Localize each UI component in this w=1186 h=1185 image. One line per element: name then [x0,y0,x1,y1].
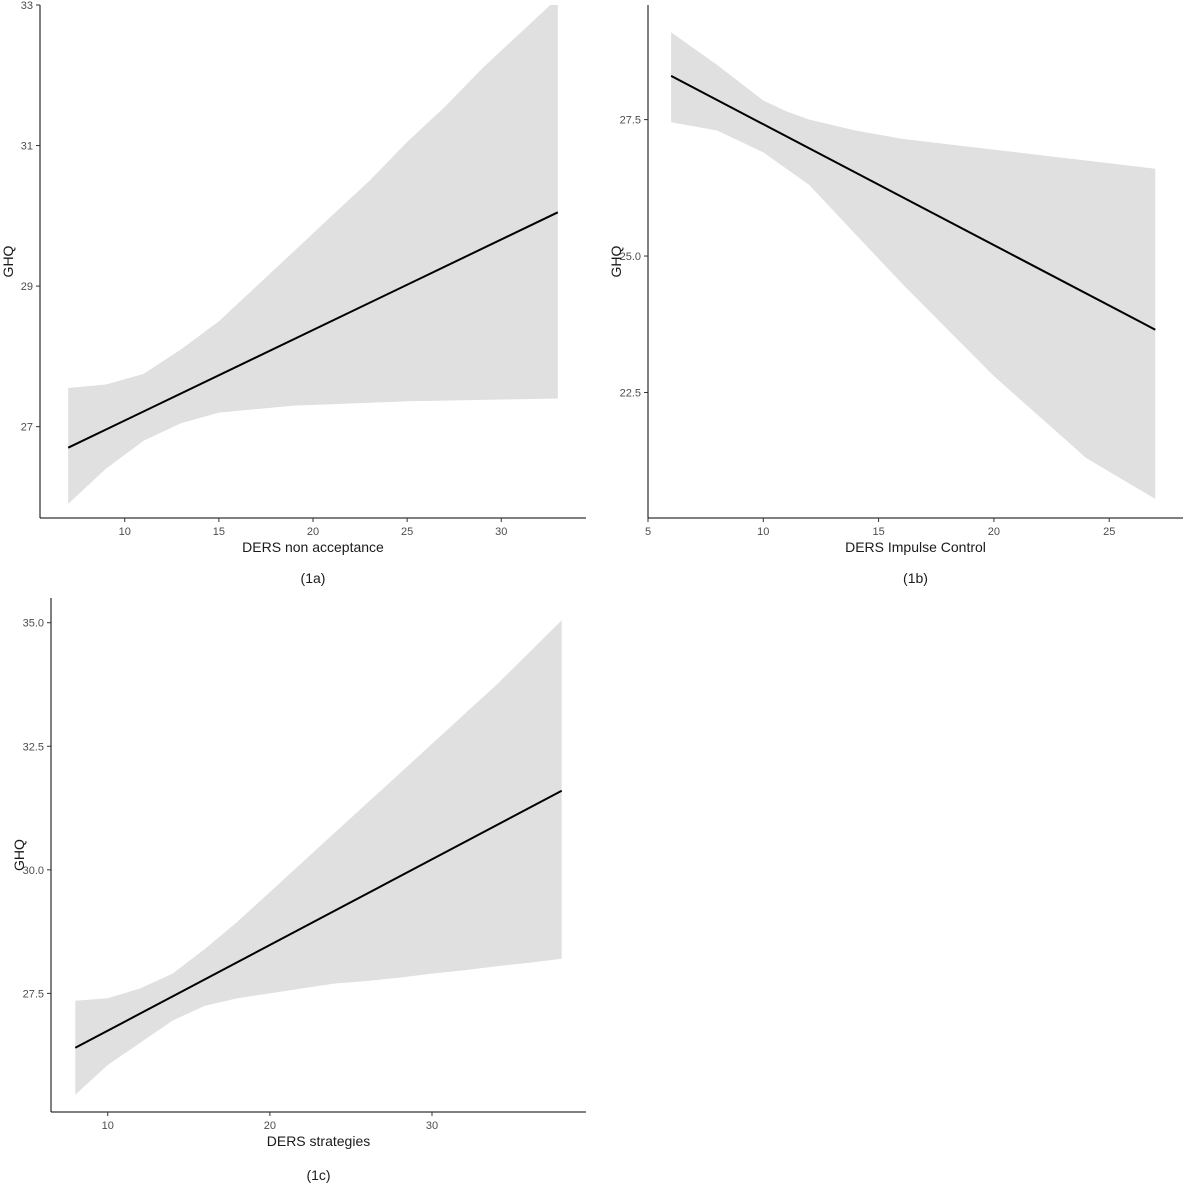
chart-1a-confidence-band [68,5,558,504]
panel-1c: 10 20 30 27.5 30.0 32.5 35.0 DERS strategies GHQ… [11,598,586,1183]
chart-1b-x-axis-label: DERS Impulse Control [845,539,986,555]
chart-1b-confidence-band [671,32,1156,499]
chart-1b-x-tick-label: 20 [988,526,1000,538]
chart-1a-fit-line [67,211,559,449]
chart-1b-y-tick-label: 25.0 [620,251,641,263]
chart-1b-y-tick-label: 22.5 [620,387,641,399]
chart-1a-x-tick-label: 30 [495,526,507,538]
chart-1a-y-tick-label: 29 [21,281,33,293]
chart-1a-x-tick-label: 15 [213,526,225,538]
chart-1c-y-tick-label: 30.0 [23,865,44,877]
chart-1c-y-axis-label: GHQ [11,839,27,871]
chart-1b-y-axis-label: GHQ [608,245,624,277]
chart-1c-confidence-band [75,620,562,1095]
chart-1c-y-tick-label: 35.0 [23,618,44,630]
chart-1c-fit-line [74,789,563,1049]
chart-1b-x-tick-label: 5 [645,526,651,538]
chart-1b-x-tick-label: 25 [1103,526,1115,538]
chart-1a-x-tick-label: 10 [119,526,131,538]
chart-1a-y-tick-label: 31 [21,141,33,153]
chart-1a-y-tick-label: 27 [21,422,33,434]
chart-1a-y-axis-label: GHQ [0,245,16,277]
chart-1c-x-tick-label: 30 [426,1120,438,1132]
chart-1c-x-tick-label: 20 [264,1120,276,1132]
chart-1a-y-tick-label: 33 [21,0,33,12]
chart-1a-x-tick-label: 20 [307,526,319,538]
chart-1c-y-tick-label: 32.5 [23,741,44,753]
chart-1c-x-axis-label: DERS strategies [267,1133,370,1149]
chart-1b-y-tick-label: 27.5 [620,115,641,127]
panel-1a: 10 15 20 25 30 27 29 31 33 DERS non acceptance GHQ… [0,0,586,586]
panel-1b: 5 10 15 20 25 22.5 25.0 27.5 DERS Impulse Contro… [608,5,1183,586]
chart-1b-x-tick-label: 15 [872,526,884,538]
chart-1b-caption: (1b) [903,570,928,586]
chart-1c-y-tick-label: 27.5 [23,988,44,1000]
chart-1a-caption: (1a) [301,570,326,586]
chart-1c-x-tick-label: 10 [102,1120,114,1132]
chart-1c-caption: (1c) [306,1167,330,1183]
chart-1a-x-tick-label: 25 [401,526,413,538]
chart-1b-fit-line [670,75,1156,331]
chart-1b-x-tick-label: 10 [757,526,769,538]
chart-1a-x-axis-label: DERS non acceptance [242,539,384,555]
